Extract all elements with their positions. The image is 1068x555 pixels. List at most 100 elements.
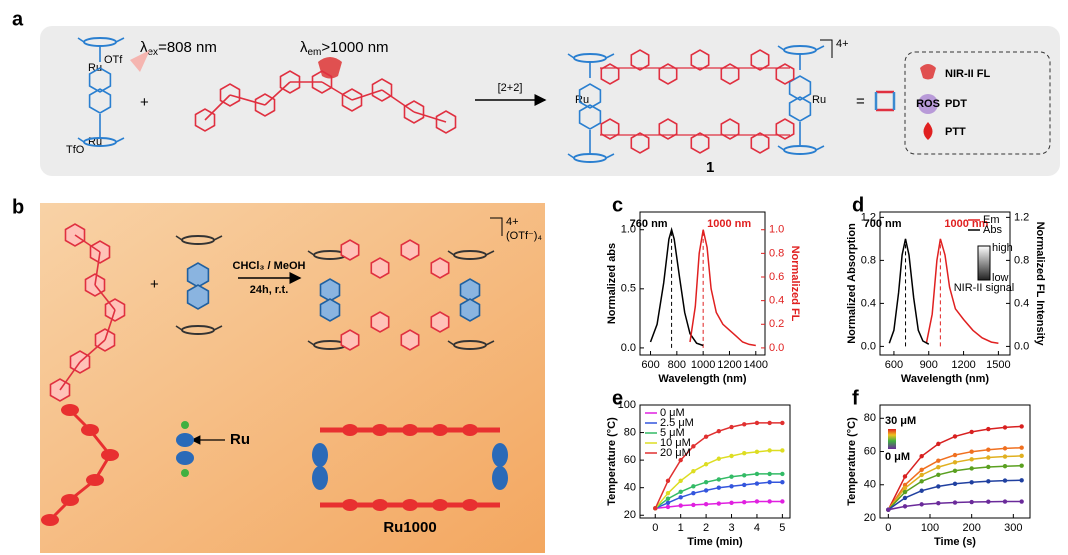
data-point: [704, 488, 708, 492]
x-tick-label: 600: [641, 359, 659, 371]
product-label: Ru1000: [383, 519, 436, 536]
ring: [188, 285, 209, 309]
ring: [401, 240, 418, 260]
data-point: [691, 484, 695, 488]
data-point: [691, 491, 695, 495]
data-point: [780, 499, 784, 503]
ring: [372, 424, 388, 436]
ring: [461, 299, 480, 321]
legend-label: 20 μM: [660, 447, 691, 459]
figure: a λex=808 nm λem>1000 nm + Ru OTf Ru TfO…: [0, 0, 1068, 555]
data-point: [729, 474, 733, 478]
x-tick-label: 5: [779, 522, 785, 534]
data-point: [1019, 463, 1023, 467]
x-tick-label: 600: [885, 359, 903, 371]
y2-tick-label: 1.2: [1014, 211, 1029, 223]
panel-label: b: [12, 196, 24, 218]
data-point: [1003, 454, 1007, 458]
y-tick-label: 0.4: [861, 297, 876, 309]
y-tick-label: 0.8: [861, 254, 876, 266]
data-point: [1003, 446, 1007, 450]
data-point: [953, 434, 957, 438]
x-tick-label: 1500: [986, 359, 1010, 371]
data-point: [755, 481, 759, 485]
ring: [462, 499, 478, 511]
ring: [321, 299, 340, 321]
colorbar-label: 30 μM: [885, 415, 916, 427]
data-point: [936, 458, 940, 462]
ring: [432, 424, 448, 436]
y2-tick-label: 1.0: [769, 224, 784, 236]
data-point: [969, 466, 973, 470]
x-axis-label: Wavelength (nm): [658, 373, 747, 385]
y-axis-label: Temperature (°C): [846, 417, 858, 506]
data-point: [969, 449, 973, 453]
ring: [431, 258, 448, 278]
inset-label: high: [992, 242, 1013, 254]
inset-caption: NIR-II signal: [954, 282, 1015, 294]
y-tick-label: 20: [624, 509, 636, 521]
y2-tick-label: 0.6: [769, 271, 784, 283]
data-point: [717, 457, 721, 461]
charge-label: 4+: [506, 216, 519, 228]
data-point: [986, 479, 990, 483]
data-point: [1019, 454, 1023, 458]
data-point: [936, 442, 940, 446]
y-tick-label: 80: [624, 426, 636, 438]
atom-label: TfO: [66, 144, 85, 156]
ring: [492, 443, 508, 467]
data-point: [691, 503, 695, 507]
data-point: [767, 480, 771, 484]
data-point: [729, 425, 733, 429]
y-tick-label: 0.0: [621, 342, 636, 354]
series-line: [690, 230, 756, 346]
y-axis-label: Normalized abs: [606, 243, 618, 324]
function-label: NIR-II FL: [945, 68, 990, 80]
x-axis-label: Time (min): [687, 536, 743, 548]
data-point: [666, 497, 670, 501]
data-point: [678, 479, 682, 483]
x-tick-label: 1200: [717, 359, 741, 371]
data-point: [1003, 478, 1007, 482]
legend-label: Abs: [983, 224, 1002, 236]
atom-label: Ru: [812, 94, 826, 106]
x-tick-label: 300: [1004, 522, 1022, 534]
data-point: [986, 448, 990, 452]
y-tick-label: 60: [864, 445, 876, 457]
data-point: [691, 444, 695, 448]
y2-axis-label: Normalized FL: [789, 246, 801, 322]
data-point: [919, 479, 923, 483]
panel-label: a: [12, 8, 24, 30]
inset-image: [978, 246, 990, 280]
data-point: [1019, 478, 1023, 482]
atom: [181, 469, 189, 477]
data-point: [704, 434, 708, 438]
reaction-conditions: CHCl₃ / MeOH: [233, 260, 306, 272]
reaction-label: [2+2]: [498, 82, 523, 94]
x-tick-label: 4: [754, 522, 760, 534]
y2-tick-label: 0.4: [769, 295, 784, 307]
ring: [188, 263, 209, 287]
x-tick-label: 1200: [951, 359, 975, 371]
data-point: [717, 429, 721, 433]
data-point: [986, 465, 990, 469]
data-point: [767, 421, 771, 425]
data-point: [704, 462, 708, 466]
plus: +: [150, 276, 159, 293]
y-tick-label: 80: [864, 412, 876, 424]
ring: [401, 330, 418, 350]
data-point: [903, 490, 907, 494]
x-tick-label: 1400: [744, 359, 768, 371]
x-tick-label: 1000: [691, 359, 715, 371]
data-point: [742, 483, 746, 487]
y-tick-label: 40: [864, 479, 876, 491]
data-point: [678, 503, 682, 507]
ring: [342, 424, 358, 436]
x-axis-label: Wavelength (nm): [901, 373, 990, 385]
data-point: [666, 501, 670, 505]
data-point: [953, 469, 957, 473]
y-tick-label: 100: [618, 399, 636, 411]
ring: [176, 433, 194, 447]
y2-axis-label: Normalized FL Intensity: [1034, 222, 1046, 347]
data-point: [704, 502, 708, 506]
